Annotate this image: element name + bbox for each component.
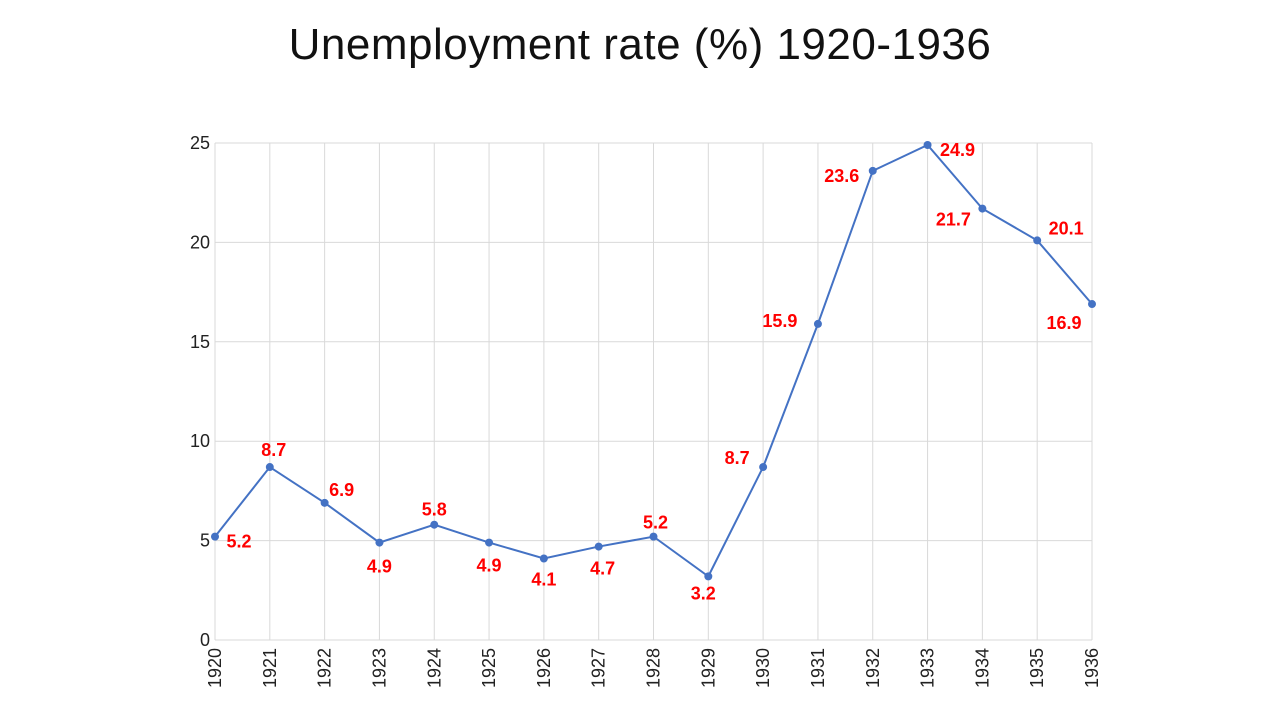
y-tick-label: 20 — [190, 232, 210, 252]
x-tick-label: 1920 — [205, 648, 225, 688]
y-tick-label: 15 — [190, 332, 210, 352]
data-point-1929 — [704, 572, 713, 581]
data-label-1925: 4.9 — [477, 556, 502, 576]
x-tick-label: 1934 — [972, 648, 992, 688]
data-point-1928 — [649, 532, 658, 541]
data-label-1935: 20.1 — [1049, 218, 1084, 238]
x-tick-label: 1921 — [260, 648, 280, 688]
data-label-1921: 8.7 — [261, 440, 286, 460]
data-point-1925 — [485, 538, 494, 547]
data-point-1935 — [1033, 236, 1042, 245]
x-tick-label: 1936 — [1082, 648, 1102, 688]
x-tick-label: 1922 — [315, 648, 335, 688]
data-label-1926: 4.1 — [531, 569, 556, 589]
data-label-1929: 3.2 — [691, 583, 716, 603]
data-label-1924: 5.8 — [422, 500, 447, 520]
data-label-1933: 24.9 — [940, 140, 975, 160]
y-tick-label: 25 — [190, 133, 210, 153]
data-point-1924 — [430, 520, 439, 529]
y-tick-label: 0 — [200, 630, 210, 650]
x-tick-label: 1923 — [369, 648, 389, 688]
data-label-1922: 6.9 — [329, 480, 354, 500]
data-points — [211, 140, 1096, 581]
x-tick-label: 1926 — [534, 648, 554, 688]
data-point-1920 — [211, 532, 219, 541]
data-label-1931: 15.9 — [762, 311, 797, 331]
x-tick-label: 1935 — [1027, 648, 1047, 688]
data-label-1936: 16.9 — [1046, 313, 1081, 333]
x-tick-label: 1925 — [479, 648, 499, 688]
x-tick-label: 1930 — [753, 648, 773, 688]
data-point-1921 — [265, 463, 274, 472]
data-label-1934: 21.7 — [936, 210, 971, 230]
x-tick-label: 1933 — [918, 648, 938, 688]
data-label-1930: 8.7 — [725, 448, 750, 468]
data-point-1922 — [320, 498, 329, 507]
data-label-1923: 4.9 — [367, 557, 392, 577]
data-labels: 5.2 8.7 6.9 4.9 5.8 4.9 4.1 4.7 5.2 3.2 8.7 15.9 23.… — [226, 140, 1083, 603]
x-axis-ticks: 1920 1921 1922 1923 1924 1925 1926 1927 1928 1929… — [205, 648, 1102, 688]
y-tick-label: 10 — [190, 431, 210, 451]
data-point-1931 — [813, 319, 822, 328]
x-tick-label: 1927 — [589, 648, 609, 688]
data-point-1923 — [375, 538, 384, 547]
data-point-1927 — [594, 542, 603, 551]
data-label-1932: 23.6 — [824, 166, 859, 186]
data-point-1926 — [539, 554, 548, 563]
data-label-1920: 5.2 — [226, 532, 251, 552]
data-label-1928: 5.2 — [643, 513, 668, 533]
y-axis-ticks: 0 5 10 15 20 25 — [190, 133, 210, 650]
x-tick-label: 1932 — [863, 648, 883, 688]
x-tick-label: 1928 — [644, 648, 664, 688]
data-label-1927: 4.7 — [590, 559, 615, 579]
data-point-1934 — [978, 204, 987, 213]
x-tick-label: 1924 — [424, 648, 444, 688]
x-tick-label: 1931 — [808, 648, 828, 688]
grid-lines — [214, 142, 1093, 641]
chart-title: Unemployment rate (%) 1920-1936 — [288, 20, 992, 69]
data-point-1930 — [759, 463, 768, 472]
y-tick-label: 5 — [200, 531, 210, 551]
data-point-1936 — [1088, 300, 1096, 309]
x-tick-label: 1929 — [698, 648, 718, 688]
data-point-1932 — [868, 166, 877, 175]
data-point-1933 — [923, 140, 932, 149]
